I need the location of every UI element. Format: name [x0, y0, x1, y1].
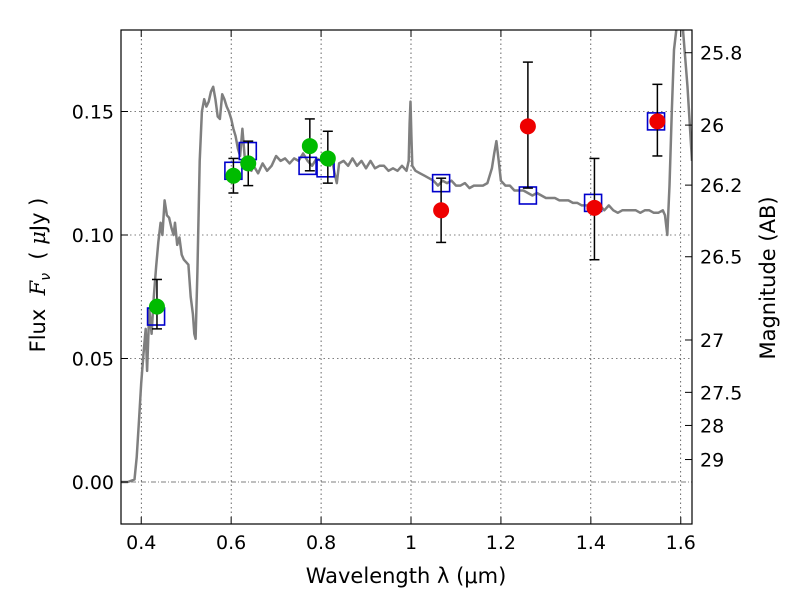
y2-tick-label: 29 [700, 450, 724, 472]
x-tick-label: 1.4 [576, 532, 606, 554]
observed-flux-point [225, 167, 242, 184]
x-tick-label: 1 [405, 532, 417, 554]
y-axis-label-unit: Jy ) [26, 198, 50, 234]
model-spectrum-line [681, 30, 692, 161]
y-tick-label: 0.00 [72, 472, 114, 494]
observed-flux-point [649, 113, 666, 130]
model-flux-square [298, 156, 317, 176]
plot-frame [120, 29, 693, 525]
observed-flux-point [319, 150, 336, 167]
y2-tick-label: 26.2 [700, 175, 742, 197]
y2-axis-label: Magnitude (AB) [756, 196, 780, 359]
observed-flux-point [586, 199, 603, 216]
y-tick-label: 0.05 [72, 349, 114, 371]
observed-flux-point [433, 202, 450, 219]
y2-tick-label: 26 [700, 115, 724, 137]
model-spectrum-line [121, 30, 678, 484]
observed-flux-point [519, 118, 536, 135]
x-tick-label: 0.6 [216, 532, 246, 554]
y-axis-label-mu: μ [26, 231, 50, 245]
x-tick-label: 0.8 [306, 532, 336, 554]
y-axis-label-subscript: ν [38, 273, 54, 281]
y2-tick-label: 27 [700, 330, 724, 352]
x-tick-label: 0.4 [126, 532, 156, 554]
y-tick-label: 0.15 [72, 102, 114, 124]
y-axis-label-open: ( [26, 245, 50, 273]
y2-tick-label: 28 [700, 415, 724, 437]
y-tick-label: 0.10 [72, 225, 114, 247]
y-axis-label-prefix: Flux [26, 295, 50, 352]
observed-flux-point [240, 155, 257, 172]
y-axis-label-symbol: F [26, 279, 50, 296]
y2-tick-label: 25.8 [700, 43, 742, 65]
x-tick-label: 1.2 [486, 532, 516, 554]
y2-tick-label: 27.5 [700, 382, 742, 404]
y2-tick-label: 26.5 [700, 247, 742, 269]
y-axis-label: Flux Fν ( μJy ) [26, 198, 54, 353]
observed-flux-point [148, 298, 165, 315]
observed-flux-point [301, 138, 318, 155]
x-axis-label: Wavelength λ (μm) [306, 564, 507, 588]
x-tick-label: 1.6 [666, 532, 696, 554]
